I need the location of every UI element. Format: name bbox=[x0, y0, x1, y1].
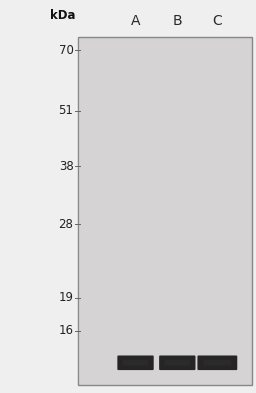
Bar bbox=[78, 37, 252, 385]
FancyBboxPatch shape bbox=[197, 356, 237, 370]
Text: 16: 16 bbox=[58, 324, 73, 337]
Bar bbox=[79, 39, 251, 383]
Text: 70: 70 bbox=[59, 44, 73, 57]
Text: A: A bbox=[131, 13, 140, 28]
Text: B: B bbox=[173, 13, 182, 28]
Text: 38: 38 bbox=[59, 160, 73, 173]
FancyBboxPatch shape bbox=[165, 360, 190, 365]
Text: 19: 19 bbox=[58, 292, 73, 305]
Text: 28: 28 bbox=[59, 218, 73, 231]
FancyBboxPatch shape bbox=[204, 360, 231, 365]
FancyBboxPatch shape bbox=[117, 356, 154, 370]
Text: C: C bbox=[212, 13, 222, 28]
Text: kDa: kDa bbox=[50, 9, 76, 22]
FancyBboxPatch shape bbox=[123, 360, 148, 365]
Text: 51: 51 bbox=[59, 104, 73, 117]
FancyBboxPatch shape bbox=[159, 356, 196, 370]
